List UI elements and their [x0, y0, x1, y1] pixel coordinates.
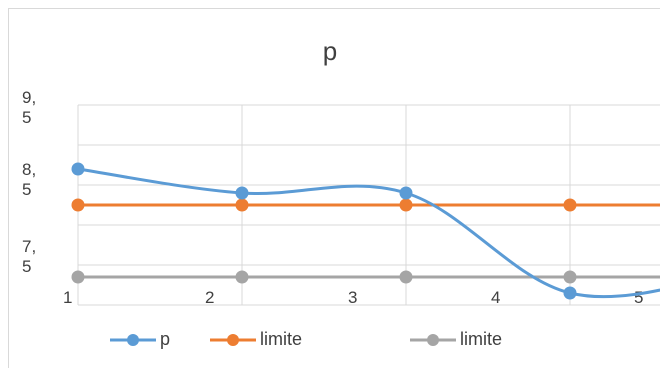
legend-marker-icon — [110, 333, 156, 346]
data-point — [399, 198, 413, 212]
data-point — [235, 186, 249, 200]
legend-marker-icon — [210, 333, 256, 346]
x-tick-label: 1 — [63, 288, 73, 307]
legend-item-p: p — [108, 329, 170, 350]
y-tick-label: 8, 5 — [22, 160, 37, 199]
y-tick-label: 9, 5 — [22, 88, 37, 127]
x-tick-label: 5 — [634, 288, 644, 307]
legend-label: limite — [460, 329, 503, 349]
data-point — [235, 198, 249, 212]
y-tick-label: 7, 5 — [22, 237, 37, 276]
legend-item-limite-orange: limite — [208, 329, 302, 350]
chart-area — [8, 8, 660, 368]
series-group — [71, 270, 660, 284]
x-tick-label: 3 — [348, 288, 358, 307]
x-tick-label: 2 — [205, 288, 215, 307]
data-point — [563, 286, 577, 300]
data-point — [71, 162, 85, 176]
legend-label: p — [160, 329, 171, 349]
data-point — [399, 270, 413, 284]
series-group — [71, 198, 660, 212]
data-point — [235, 270, 249, 284]
legend-marker-icon — [410, 333, 456, 346]
x-tick-label: 4 — [491, 288, 501, 307]
data-point — [563, 198, 577, 212]
data-point — [563, 270, 577, 284]
legend: p limite limite — [0, 329, 660, 353]
series-group — [71, 162, 660, 300]
legend-item-limite-gray: limite — [408, 329, 502, 350]
chart-title: p — [322, 36, 338, 66]
legend-label: limite — [260, 329, 303, 349]
data-point — [399, 186, 413, 200]
data-point — [71, 270, 85, 284]
data-point — [71, 198, 85, 212]
